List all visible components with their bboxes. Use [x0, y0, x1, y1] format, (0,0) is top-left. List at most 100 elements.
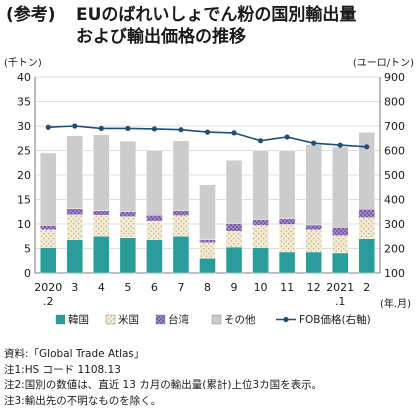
- right-axis-tick-label: 400: [384, 194, 405, 207]
- right-axis-tick-label: 700: [384, 120, 405, 133]
- bar-segment: [278, 251, 296, 274]
- title-line-2: および輸出価格の推移: [76, 27, 246, 47]
- bar-segment: [278, 224, 296, 253]
- bar-segment: [146, 214, 163, 222]
- note-1: 注1:HS コード 1108.13: [4, 363, 121, 376]
- legend-line-marker: [283, 316, 289, 323]
- note-2: 注2:国別の数値は、直近 13 カ月の輸出量(累計)上位3カ国を表示。: [4, 379, 323, 391]
- right-axis-ticks: 100 200 300 400 500 600 700 800 900: [384, 71, 405, 280]
- left-axis-tick-label: 0: [24, 267, 31, 280]
- legend-label: 米国: [118, 313, 139, 326]
- right-axis-unit: (ユーロ/トン): [353, 58, 414, 69]
- price-line-series: [45, 123, 370, 150]
- legend-swatch: [211, 314, 222, 325]
- x-axis-tick-label: 6: [151, 281, 158, 294]
- left-axis-tick-label: 10: [17, 218, 31, 231]
- bar-series: [40, 132, 375, 274]
- bar-segment: [146, 150, 163, 216]
- x-axis-tick-label: 10: [254, 281, 268, 294]
- bar-segment: [93, 210, 110, 216]
- legend: 韓国 米国 台湾 その他 FOB価格(右軸): [55, 313, 371, 326]
- right-axis-tick-label: 300: [384, 218, 405, 231]
- price-point: [284, 134, 290, 140]
- bar-segment: [358, 238, 375, 274]
- price-point: [72, 123, 78, 129]
- price-point: [364, 144, 370, 150]
- bar-segment: [199, 258, 216, 274]
- x-axis-tick-sublabel: .2: [43, 295, 54, 308]
- bar-segment: [331, 146, 349, 228]
- bar-segment: [278, 150, 296, 219]
- bar-segment: [119, 237, 137, 274]
- x-axis-tick-sublabel: .1: [335, 295, 346, 308]
- right-axis-tick-label: 500: [384, 169, 405, 182]
- left-axis-tick-label: 40: [17, 71, 31, 84]
- bar-segment: [252, 247, 269, 274]
- x-axis-tick-label: 12: [307, 281, 321, 294]
- x-axis-tick-label: 9: [231, 281, 238, 294]
- legend-swatch: [55, 314, 66, 325]
- x-axis-unit: (年.月): [380, 297, 411, 310]
- chart-title: (参考) EUのばれいしょでん粉の国別輸出量 および輸出価格の推移: [6, 4, 416, 48]
- left-axis-tick-label: 30: [17, 120, 31, 133]
- title-tag: (参考): [6, 5, 56, 25]
- bar-segment: [305, 144, 322, 226]
- x-axis-tick-label: 2020: [34, 281, 62, 294]
- bar-segment: [358, 209, 375, 218]
- x-axis-tick-label: 7: [177, 281, 184, 294]
- bar-segment: [199, 242, 216, 259]
- price-point: [231, 130, 237, 136]
- left-axis-unit: (千トン): [4, 57, 42, 69]
- bar-segment: [93, 214, 110, 237]
- bar-segment: [119, 140, 137, 212]
- title-line-1: EUのばれいしょでん粉の国別輸出量: [76, 5, 357, 25]
- bar-segment: [278, 218, 296, 225]
- bar-segment: [252, 150, 269, 220]
- price-point: [337, 142, 343, 148]
- x-axis-tick-label: 2: [363, 281, 370, 294]
- note-source: 資料:「Global Trade Atlas」: [4, 348, 145, 360]
- bar-segment: [146, 220, 163, 240]
- right-axis-tick-label: 200: [384, 243, 405, 256]
- left-axis-tick-label: 5: [24, 243, 31, 256]
- legend-label: 台湾: [168, 313, 189, 326]
- x-axis-tick-label: 2021: [326, 281, 354, 294]
- bar-segment: [225, 231, 243, 248]
- bar-segment: [225, 223, 243, 232]
- bar-segment: [40, 225, 57, 231]
- bar-segment: [119, 211, 137, 217]
- legend-label: FOB価格(右軸): [299, 313, 371, 326]
- x-axis-tick-label: 11: [280, 281, 294, 294]
- bar-segment: [252, 225, 269, 248]
- price-point: [45, 124, 51, 130]
- notes: 資料:「Global Trade Atlas」 注1:HS コード 1108.1…: [4, 347, 322, 409]
- bar-segment: [172, 210, 190, 216]
- legend-label: 韓国: [68, 314, 89, 326]
- bar-segment: [146, 239, 163, 274]
- left-axis-tick-label: 35: [17, 96, 31, 109]
- bar-segment: [305, 229, 322, 253]
- price-point: [204, 129, 211, 135]
- bar-segment: [40, 152, 57, 226]
- right-axis-tick-label: 100: [384, 267, 405, 280]
- bar-segment: [172, 215, 190, 237]
- x-axis-tick-label: 5: [124, 281, 131, 294]
- left-axis-tick-label: 25: [17, 145, 31, 158]
- bar-segment: [40, 229, 57, 248]
- bar-segment: [331, 252, 349, 274]
- price-point: [151, 126, 158, 132]
- bar-segment: [119, 216, 137, 238]
- left-axis-tick-label: 15: [17, 194, 31, 207]
- x-axis-ticks: 2020.2 3 4 5 6 7 8 9 10 11 12 2021.1 2: [34, 281, 370, 308]
- legend-swatch: [155, 314, 166, 325]
- bar-segment: [358, 217, 375, 239]
- price-point: [257, 138, 264, 144]
- bar-segment: [172, 236, 190, 274]
- right-axis-tick-label: 900: [384, 71, 405, 84]
- price-point: [125, 125, 131, 132]
- right-axis-tick-label: 800: [384, 96, 405, 109]
- bar-segment: [252, 219, 269, 226]
- bar-segment: [199, 184, 216, 240]
